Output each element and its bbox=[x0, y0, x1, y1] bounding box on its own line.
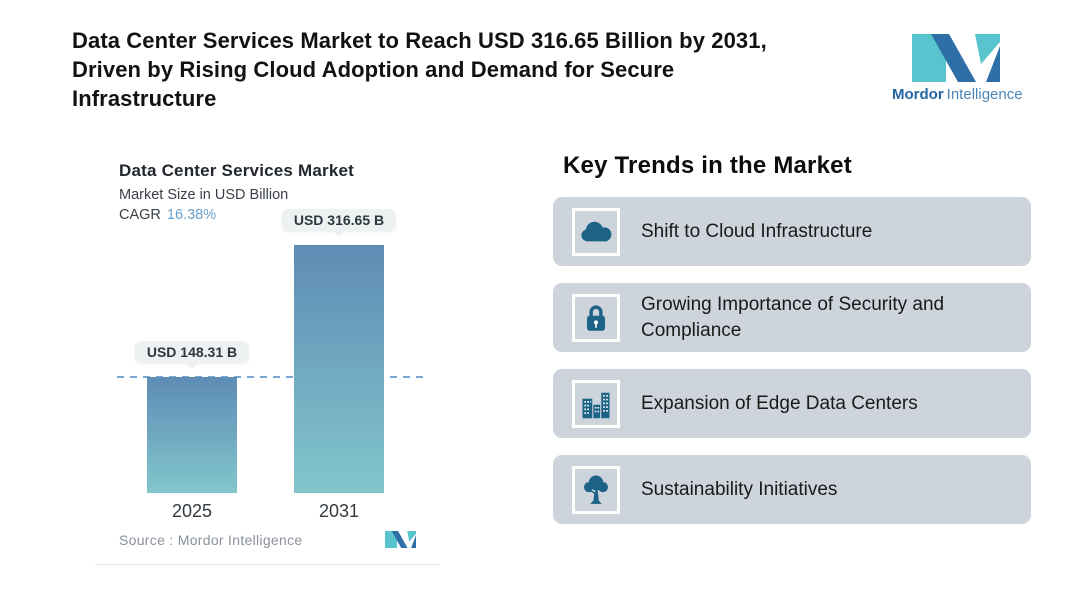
x-axis-label-2025: 2025 bbox=[171, 501, 213, 521]
trend-label: Shift to Cloud Infrastructure bbox=[641, 220, 873, 242]
page-title: Data Center Services Market to Reach USD… bbox=[72, 26, 892, 113]
brand-name-bold: Mordor bbox=[892, 86, 944, 103]
trend-card-edge: Expansion of Edge Data Centers bbox=[553, 369, 1031, 438]
cagr-row: CAGR 16.38% bbox=[119, 207, 416, 223]
mordor-intelligence-small-logo-icon bbox=[385, 531, 416, 548]
bar-2031 bbox=[294, 245, 384, 493]
key-trends-section: Key Trends in the Market Shift to Cloud … bbox=[553, 152, 1031, 524]
bar-2025 bbox=[147, 376, 237, 493]
buildings-icon bbox=[582, 392, 610, 418]
value-badge-2025: USD 148.31 B bbox=[134, 340, 250, 363]
trend-label: Growing Importance of Security and Compl… bbox=[641, 294, 945, 341]
cloud-icon bbox=[581, 221, 612, 241]
brand-name-regular: Intelligence bbox=[946, 86, 1023, 103]
trend-card-sustainability: Sustainability Initiatives bbox=[553, 455, 1031, 524]
brand-name: Mordor Intelligence bbox=[892, 86, 1023, 103]
cagr-label: CAGR bbox=[119, 207, 161, 223]
page-title-line-3: Infrastructure bbox=[72, 86, 217, 111]
trends-heading: Key Trends in the Market bbox=[563, 152, 852, 179]
page-title-line-1: Data Center Services Market to Reach USD… bbox=[72, 28, 767, 53]
page-title-line-2: Driven by Rising Cloud Adoption and Dema… bbox=[72, 57, 675, 82]
trend-card-cloud: Shift to Cloud Infrastructure bbox=[553, 197, 1031, 266]
cagr-value: 16.38% bbox=[166, 207, 217, 223]
reference-dashed-line bbox=[117, 375, 424, 378]
tree-icon bbox=[584, 474, 608, 504]
trend-label: Sustainability Initiatives bbox=[641, 478, 838, 500]
bar-chart-plot: USD 148.31 B USD 316.65 B 2025 2031 bbox=[117, 209, 424, 521]
trend-card-security: Growing Importance of Security and Compl… bbox=[553, 283, 1031, 352]
trend-icon-box bbox=[572, 465, 620, 514]
value-badge-2031: USD 316.65 B bbox=[281, 209, 397, 231]
brand-logo: Mordor Intelligence bbox=[892, 34, 1023, 103]
chart-title: Data Center Services Market bbox=[119, 161, 355, 180]
market-chart-card: Data Center Services Market Market Size … bbox=[95, 135, 440, 565]
trend-label: Expansion of Edge Data Centers bbox=[641, 392, 918, 414]
source-text: Source : Mordor Intelligence bbox=[119, 531, 303, 548]
source-row: Source : Mordor Intelligence bbox=[119, 531, 416, 548]
chart-subtitle: Market Size in USD Billion bbox=[119, 187, 289, 203]
x-axis-label-2031: 2031 bbox=[318, 501, 360, 521]
trend-icon-box bbox=[572, 379, 620, 428]
mordor-intelligence-logo-icon bbox=[912, 34, 1000, 82]
trend-icon-box bbox=[572, 207, 620, 256]
lock-icon bbox=[587, 304, 605, 331]
trend-icon-box bbox=[572, 293, 620, 342]
